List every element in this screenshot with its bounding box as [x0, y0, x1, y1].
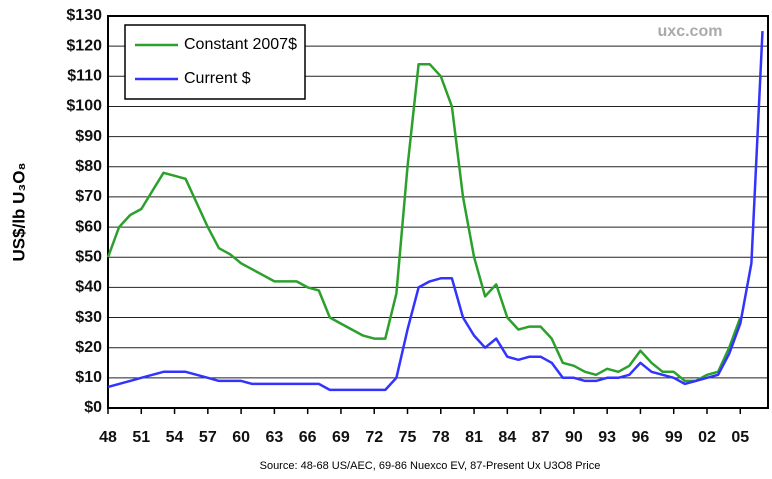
series-line	[106, 62, 742, 383]
y-tick-label: $100	[66, 98, 102, 115]
y-tick-label: $60	[75, 218, 102, 235]
y-tick-label: $50	[75, 248, 102, 265]
x-tick-label: 72	[365, 429, 383, 446]
plot-frame	[107, 15, 769, 409]
x-tick-label: 51	[132, 429, 150, 446]
y-tick-label: $20	[75, 339, 102, 356]
x-tick-label: 90	[565, 429, 583, 446]
x-tick-label: 63	[265, 429, 283, 446]
x-tick-label: 87	[532, 429, 550, 446]
x-tick-label: 69	[332, 429, 350, 446]
watermark: uxc.com	[658, 23, 723, 40]
x-tick-label: 02	[698, 429, 716, 446]
y-tick-label: $120	[66, 37, 102, 54]
x-tick-label: 78	[432, 429, 450, 446]
y-tick-label: $70	[75, 188, 102, 205]
y-tick-label: $80	[75, 158, 102, 175]
legend-label: Current $	[184, 70, 251, 87]
series-line	[107, 31, 764, 392]
y-tick-label: $40	[75, 279, 102, 296]
x-tick-label: 99	[665, 429, 683, 446]
x-tick-label: 05	[731, 429, 749, 446]
legend-label: Constant 2007$	[184, 36, 297, 53]
x-tick-label: 81	[465, 429, 483, 446]
y-tick-label: $10	[75, 369, 102, 386]
y-axis-label: US$/lb U₃O₈	[9, 163, 28, 262]
x-tick-label: 96	[632, 429, 650, 446]
y-tick-label: $30	[75, 309, 102, 326]
x-tick-label: 60	[232, 429, 250, 446]
x-tick-label: 84	[498, 429, 516, 446]
x-tick-label: 57	[199, 429, 217, 446]
legend-box	[124, 24, 306, 100]
y-tick-label: $110	[67, 68, 102, 85]
x-tick-label: 66	[299, 429, 317, 446]
y-tick-label: $90	[75, 128, 102, 145]
y-tick-label: $0	[84, 399, 102, 416]
x-tick-label: 75	[399, 429, 417, 446]
x-tick-label: 54	[166, 429, 184, 446]
source-note: Source: 48-68 US/AEC, 69-86 Nuexco EV, 8…	[260, 460, 601, 472]
y-tick-label: $130	[66, 7, 102, 24]
x-tick-label: 48	[99, 429, 117, 446]
x-tick-label: 93	[598, 429, 616, 446]
